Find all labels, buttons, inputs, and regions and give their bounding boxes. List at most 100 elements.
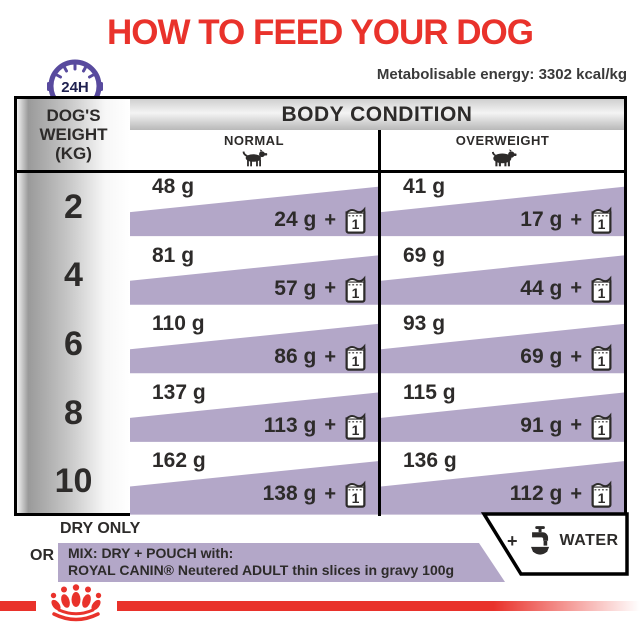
mix-amount: 44 g [520, 276, 563, 300]
pouch-count: 1 [598, 216, 606, 232]
body-condition-title: BODY CONDITION [130, 99, 624, 130]
table-row: 10 162 g 138 g + 1 [17, 447, 624, 516]
mix-amount: 138 g [262, 482, 317, 506]
pouch-count: 1 [598, 353, 606, 369]
cell-overweight: 93 g 69 g + 1 [381, 310, 624, 379]
dry-amount: 93 g [403, 312, 446, 336]
mix-amount: 86 g [274, 345, 317, 369]
table-row: 4 81 g 57 g + 1 [17, 241, 624, 311]
plus-sign: + [570, 277, 582, 300]
pouch-count: 1 [352, 284, 360, 300]
royal-canin-crown-logo [40, 582, 112, 633]
plus-sign: + [324, 482, 336, 505]
pouch-count: 1 [598, 284, 606, 300]
pouch-count: 1 [598, 490, 606, 506]
column-header-overweight: OVERWEIGHT [381, 130, 624, 170]
dry-amount: 137 g [152, 380, 206, 404]
footer-bar-right [117, 601, 640, 611]
table-header: DOG'S WEIGHT (KG) BODY CONDITION NORMAL [17, 99, 624, 173]
mix-amount-row: 69 g + 1 [520, 343, 613, 371]
mix-amount-row: 44 g + 1 [520, 275, 613, 303]
plus-sign: + [324, 345, 336, 368]
cell-overweight: 136 g 112 g + 1 [381, 447, 624, 516]
table-body: 2 48 g 24 g + 1 [17, 173, 624, 516]
footer-bar-left [0, 601, 36, 611]
dry-only-label: DRY ONLY [60, 520, 141, 537]
pouch-icon: 1 [345, 275, 366, 303]
pouch-icon: 1 [591, 343, 612, 371]
mix-legend-band: MIX: DRY + POUCH with: ROYAL CANIN® Neut… [58, 543, 505, 582]
pouch-icon: 1 [345, 412, 366, 440]
pouch-count: 1 [352, 422, 360, 438]
pouch-icon: 1 [345, 480, 366, 509]
mix-amount-row: 24 g + 1 [274, 206, 367, 234]
pouch-icon: 1 [345, 343, 366, 371]
mix-amount: 17 g [520, 208, 563, 231]
water-label: WATER [559, 532, 619, 549]
feeding-table: DOG'S WEIGHT (KG) BODY CONDITION NORMAL [14, 96, 627, 516]
column-divider [378, 310, 381, 379]
mix-amount: 113 g [263, 413, 317, 437]
mix-amount-row: 91 g + 1 [520, 412, 613, 440]
mix-amount: 112 g [509, 482, 563, 506]
overweight-dog-icon [491, 149, 516, 167]
pouch-icon: 1 [591, 412, 612, 440]
weight-value: 4 [64, 256, 83, 295]
pouch-icon: 1 [591, 206, 612, 234]
plus-sign: + [324, 414, 336, 437]
or-label: OR [30, 547, 54, 564]
cell-overweight: 69 g 44 g + 1 [381, 241, 624, 311]
dry-amount: 136 g [403, 449, 457, 473]
plus-sign: + [570, 482, 582, 505]
page-title: HOW TO FEED YOUR DOG [107, 13, 534, 52]
body-condition-header: BODY CONDITION NORMAL [130, 99, 624, 170]
plus-sign: + [570, 345, 582, 368]
dry-amount: 115 g [403, 380, 456, 404]
mix-amount: 69 g [520, 345, 563, 369]
cell-normal: 48 g 24 g + 1 [130, 173, 378, 242]
dry-amount: 81 g [152, 243, 195, 267]
plus-sign: + [570, 208, 582, 231]
cell-overweight: 41 g 17 g + 1 [381, 173, 624, 242]
clock-label: 24H [61, 79, 89, 96]
weight-column-header: DOG'S WEIGHT (KG) [17, 99, 130, 170]
mix-amount: 91 g [520, 413, 563, 437]
plus-sign: + [324, 208, 336, 231]
weight-header-line: DOG'S [46, 106, 101, 125]
pouch-icon: 1 [345, 206, 366, 234]
weight-value: 2 [64, 187, 83, 226]
pouch-icon: 1 [591, 275, 612, 303]
dry-amount: 48 g [152, 175, 195, 198]
normal-label: NORMAL [223, 133, 285, 148]
mix-amount-row: 86 g + 1 [274, 343, 367, 371]
cell-normal: 81 g 57 g + 1 [130, 241, 378, 311]
cell-normal: 137 g 113 g + 1 [130, 378, 378, 448]
normal-dog-icon [242, 149, 268, 167]
water-callout: + WATER [477, 511, 630, 579]
mix-amount: 24 g [274, 208, 317, 231]
plus-sign: + [324, 277, 336, 300]
column-divider [378, 447, 381, 516]
mix-amount: 57 g [274, 276, 317, 300]
mix-legend-line1: MIX: DRY + POUCH with: [68, 545, 234, 561]
weight-value: 8 [64, 393, 83, 432]
energy-note: Metabolisable energy: 3302 kcal/kg [376, 66, 627, 83]
plus-sign: + [507, 530, 518, 551]
water-box-frame [480, 512, 629, 576]
plus-sign: + [570, 414, 582, 437]
dry-amount: 110 g [152, 312, 205, 336]
column-divider [378, 130, 381, 170]
pouch-count: 1 [352, 216, 360, 232]
table-row: 6 110 g 86 g + 1 [17, 310, 624, 379]
cell-overweight: 115 g 91 g + 1 [381, 378, 624, 448]
mix-legend-line2: ROYAL CANIN® Neutered ADULT thin slices … [68, 562, 455, 578]
weight-value: 10 [54, 462, 93, 501]
weight-header-line: WEIGHT [39, 125, 108, 144]
column-divider [378, 378, 381, 448]
mix-amount-row: 17 g + 1 [520, 206, 613, 234]
pouch-count: 1 [352, 490, 360, 506]
mix-amount-row: 138 g + 1 [262, 480, 367, 509]
pouch-count: 1 [352, 353, 360, 369]
mix-amount-row: 57 g + 1 [274, 275, 367, 303]
